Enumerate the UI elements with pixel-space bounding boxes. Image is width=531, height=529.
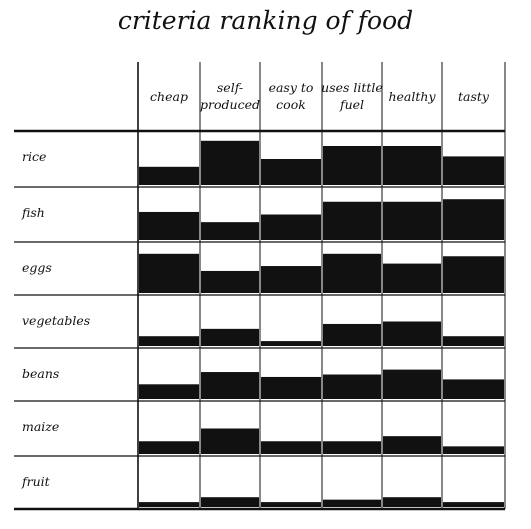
bar-eggs-4 — [383, 263, 441, 293]
label-layer: cheap self-produced easy to cook uses little… — [21, 80, 490, 489]
column-header: self- — [217, 80, 243, 95]
bar-maize-5 — [443, 446, 504, 454]
bar-rice-2 — [261, 159, 321, 185]
bar-beans-4 — [383, 369, 441, 399]
bar-eggs-1 — [201, 270, 259, 293]
column-header: cheap — [150, 89, 188, 104]
grid-layer — [14, 62, 506, 511]
bar-layer — [139, 140, 504, 507]
bar-vegetables-0 — [139, 336, 199, 346]
column-header: healthy — [388, 89, 436, 104]
bar-beans-1 — [201, 372, 259, 399]
bar-maize-1 — [201, 428, 259, 454]
bar-beans-0 — [139, 384, 199, 399]
bar-maize-0 — [139, 441, 199, 454]
bar-eggs-0 — [139, 253, 199, 293]
bar-vegetables-5 — [443, 336, 504, 346]
bar-fruit-1 — [201, 497, 259, 507]
row-label: beans — [22, 366, 59, 381]
bar-rice-4 — [383, 146, 441, 185]
bar-fish-0 — [139, 211, 199, 240]
column-header: produced — [200, 97, 260, 112]
bar-eggs-5 — [443, 256, 504, 293]
row-label: rice — [22, 149, 46, 164]
bar-rice-3 — [323, 146, 381, 185]
bar-beans-5 — [443, 379, 504, 399]
row-label: vegetables — [22, 313, 90, 328]
bar-vegetables-4 — [383, 321, 441, 346]
bar-eggs-2 — [261, 266, 321, 293]
bar-fruit-2 — [261, 502, 321, 507]
bar-maize-3 — [323, 441, 381, 454]
bar-fish-5 — [443, 199, 504, 240]
row-label: maize — [22, 419, 59, 434]
bar-fruit-0 — [139, 502, 199, 507]
bar-fish-1 — [201, 222, 259, 240]
column-header: tasty — [458, 89, 490, 104]
bar-fruit-3 — [323, 499, 381, 507]
bar-beans-3 — [323, 374, 381, 399]
bar-maize-2 — [261, 441, 321, 454]
bar-fish-3 — [323, 201, 381, 240]
bar-fish-4 — [383, 201, 441, 240]
row-label: eggs — [22, 260, 52, 275]
bar-fruit-5 — [443, 502, 504, 507]
chart-title: criteria ranking of food — [117, 6, 414, 35]
bar-fish-2 — [261, 214, 321, 240]
bar-rice-1 — [201, 140, 259, 185]
column-header: easy to — [269, 80, 314, 95]
bar-eggs-3 — [323, 253, 381, 293]
bar-fruit-4 — [383, 497, 441, 507]
bar-beans-2 — [261, 376, 321, 399]
row-label: fruit — [21, 474, 51, 489]
column-header: fuel — [339, 97, 364, 112]
column-header: uses little — [321, 80, 383, 95]
bar-rice-0 — [139, 166, 199, 185]
column-header: cook — [276, 97, 306, 112]
bar-maize-4 — [383, 436, 441, 454]
bar-vegetables-3 — [323, 323, 381, 346]
row-label: fish — [21, 205, 45, 220]
bar-vegetables-2 — [261, 341, 321, 346]
bar-vegetables-1 — [201, 328, 259, 346]
bar-rice-5 — [443, 156, 504, 185]
